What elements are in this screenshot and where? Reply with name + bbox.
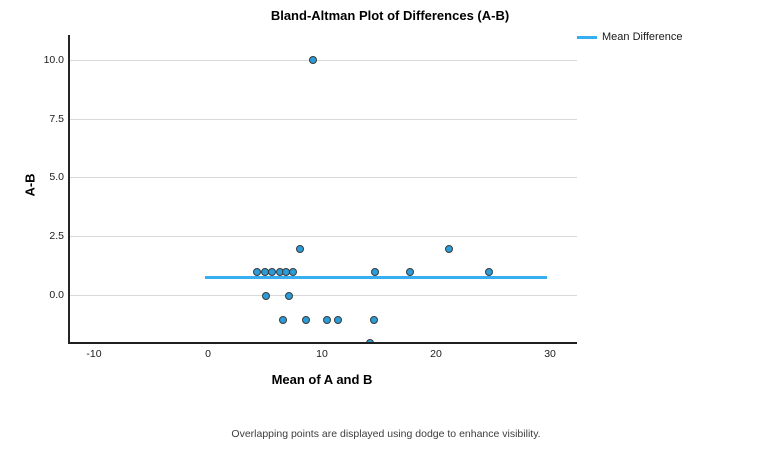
gridline-y-5: [70, 177, 577, 179]
y-tick-label: 10.0: [43, 53, 64, 66]
data-point: [371, 268, 380, 277]
data-point: [405, 268, 414, 277]
x-axis-label: Mean of A and B: [271, 372, 373, 387]
y-tick-label: 7.5: [49, 112, 64, 125]
data-point: [323, 315, 332, 324]
data-point: [278, 315, 287, 324]
x-tick-label: 10: [316, 348, 328, 360]
data-point: [267, 268, 276, 277]
data-point: [333, 315, 342, 324]
data-point: [252, 268, 261, 277]
gridline-y-7.5: [70, 118, 577, 120]
data-point: [370, 315, 379, 324]
x-tick-label: 0: [205, 348, 211, 360]
chart-footnote: Overlapping points are displayed using d…: [231, 428, 541, 440]
plot-area: [68, 35, 577, 344]
chart-title: Bland-Altman Plot of Differences (A-B): [270, 8, 510, 23]
gridline-y-0: [70, 295, 577, 297]
mean-difference-line: [204, 275, 548, 279]
data-point: [365, 339, 374, 342]
data-point: [284, 291, 293, 300]
legend-label: Mean Difference: [602, 31, 683, 43]
data-point: [301, 315, 310, 324]
x-tick-label: 20: [430, 348, 442, 360]
mean-difference-line-swatch-icon: [577, 35, 597, 39]
y-tick-label: 5.0: [49, 171, 64, 184]
gridline-y-10: [70, 59, 577, 61]
x-tick-label: -10: [86, 348, 102, 360]
data-point: [296, 244, 305, 253]
y-axis-label: A-B: [22, 173, 38, 197]
legend: Mean Difference: [577, 31, 683, 43]
data-point: [445, 244, 454, 253]
data-point: [261, 291, 270, 300]
x-tick-label: 30: [544, 348, 556, 360]
gridline-y-2.5: [70, 236, 577, 238]
data-point: [485, 268, 494, 277]
y-tick-label: 0.0: [49, 289, 64, 302]
y-tick-label: 2.5: [49, 230, 64, 243]
data-point: [289, 268, 298, 277]
data-point: [308, 56, 317, 64]
